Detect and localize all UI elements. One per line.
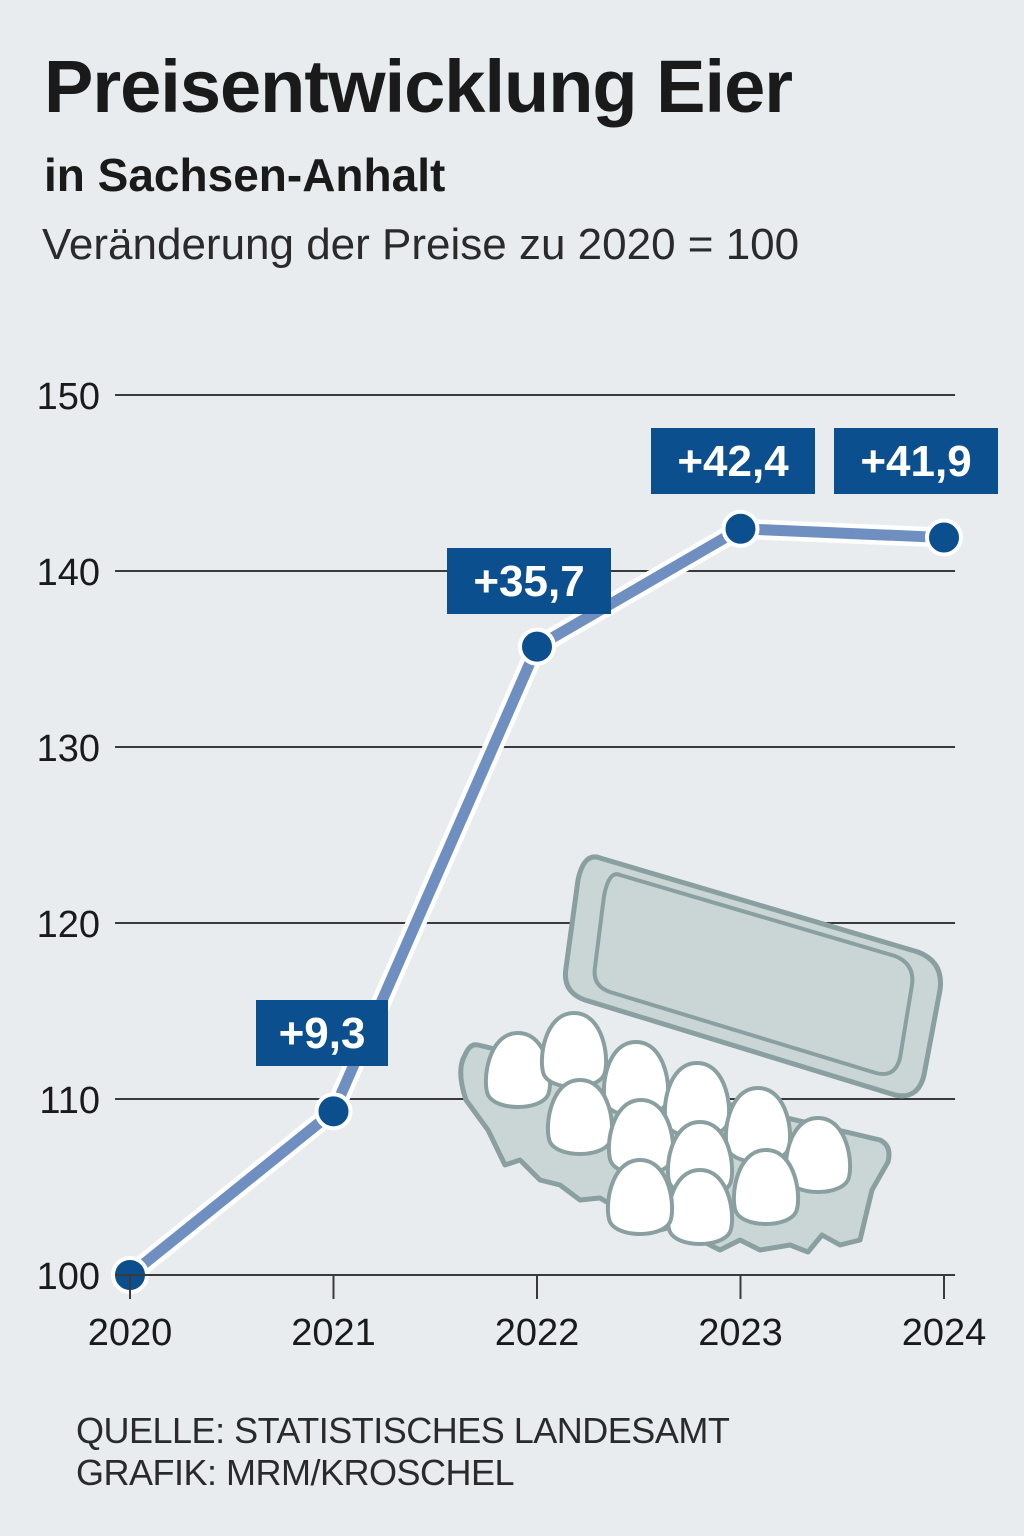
y-tick-label-120: 120 <box>37 904 100 946</box>
y-tick-label-140: 140 <box>37 552 100 594</box>
egg-icon <box>545 1077 615 1156</box>
y-tick-label-150: 150 <box>37 376 100 418</box>
data-point-2023 <box>721 509 760 548</box>
y-tick-label-110: 110 <box>39 1080 100 1122</box>
source-line-2: GRAFIK: MRM/KROSCHEL <box>76 1452 515 1493</box>
source-line-1: QUELLE: STATISTISCHES LANDESAMT <box>76 1410 730 1451</box>
line-chart: 100 110 120 130 140 150 +9,3 +35,7 +42,4 +41,9 2… <box>37 376 998 1354</box>
egg-carton-illustration <box>458 854 944 1255</box>
chart-title: Preisentwicklung Eier <box>44 45 793 128</box>
y-tick-label-100: 100 <box>37 1256 100 1298</box>
egg-icon <box>539 1010 609 1089</box>
egg-icon <box>783 1115 853 1194</box>
egg-icon <box>665 1167 735 1246</box>
data-label-2023: +42,4 <box>677 437 789 486</box>
egg-icon <box>483 1030 553 1109</box>
grid-layer: 100 110 120 130 140 150 <box>37 376 955 1298</box>
chart-subtitle: in Sachsen-Anhalt <box>44 149 446 201</box>
data-label-2024: +41,9 <box>860 437 971 486</box>
data-point-2021 <box>314 1092 353 1131</box>
x-tick-label-2024: 2024 <box>902 1312 987 1354</box>
data-label-box-2022 <box>447 548 611 614</box>
data-point-2022 <box>518 627 556 666</box>
chart-description: Veränderung der Preise zu 2020 = 100 <box>42 220 800 269</box>
data-label-2021: +9,3 <box>279 1009 366 1058</box>
data-point-2024 <box>925 518 963 557</box>
x-tick-label-2023: 2023 <box>698 1312 783 1354</box>
data-label-box-2023 <box>651 428 815 494</box>
data-label-box-2024 <box>834 428 998 494</box>
x-tick-label-2021: 2021 <box>291 1312 376 1354</box>
eggs-group <box>483 1010 853 1246</box>
x-axis-layer: 2020 2021 2022 2023 2024 <box>88 1274 987 1354</box>
x-tick-label-2020: 2020 <box>88 1312 173 1354</box>
data-label-2022: +35,7 <box>473 557 584 606</box>
data-label-box-2021 <box>256 1000 388 1066</box>
egg-icon <box>605 1157 675 1236</box>
carton-lid-icon <box>562 854 944 1099</box>
data-label-layer: +9,3 +35,7 +42,4 +41,9 <box>256 428 998 1066</box>
egg-icon <box>731 1147 801 1226</box>
x-tick-label-2022: 2022 <box>495 1312 580 1354</box>
y-tick-label-130: 130 <box>37 728 100 770</box>
